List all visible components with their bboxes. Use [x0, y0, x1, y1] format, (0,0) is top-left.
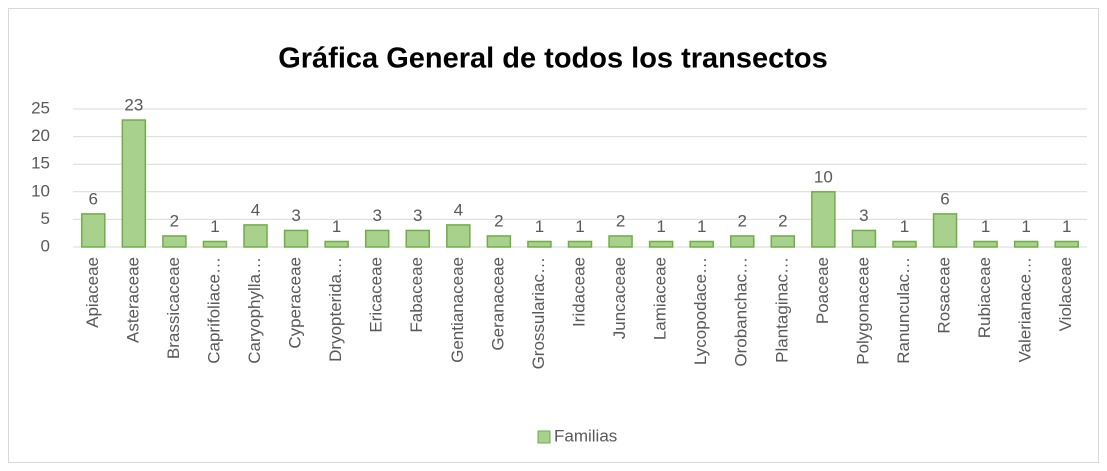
data-label: 3	[291, 206, 300, 225]
x-tick-label: Iridaceae	[569, 257, 588, 327]
bar	[446, 224, 471, 248]
chart-title: Gráfica General de todos los transectos	[278, 43, 828, 75]
data-label: 1	[981, 217, 990, 236]
x-tick-label: Rosaceae	[935, 257, 954, 334]
bar	[283, 229, 309, 248]
y-tick-label: 15	[31, 154, 50, 173]
x-tick-label: Asteraceae	[123, 257, 142, 343]
data-label: 4	[251, 200, 260, 219]
bar	[851, 229, 877, 248]
data-label: 2	[738, 211, 747, 230]
data-label: 1	[656, 217, 665, 236]
bar	[486, 235, 512, 248]
data-label: 2	[494, 211, 503, 230]
data-label: 1	[697, 217, 706, 236]
data-label: 1	[1062, 217, 1071, 236]
x-tick-label: Geranaceae	[488, 257, 507, 351]
x-tick-label: Rubiaceae	[975, 257, 994, 338]
bar	[364, 229, 390, 248]
x-tick-label: Lamiaceae	[651, 257, 670, 340]
data-label: 10	[814, 167, 833, 186]
bar	[811, 191, 836, 248]
bar	[162, 235, 187, 248]
data-label: 4	[454, 200, 463, 219]
data-label: 1	[332, 217, 341, 236]
bar	[81, 213, 106, 248]
bar	[892, 240, 917, 248]
bar	[1054, 240, 1079, 248]
x-tick-label: Polygonaceae	[853, 257, 872, 365]
x-tick-label: Grossulariac…	[529, 257, 548, 369]
x-tick-label: Brassicaceae	[164, 257, 183, 359]
data-label: 3	[859, 206, 868, 225]
bar	[729, 235, 755, 248]
bar	[202, 240, 228, 248]
legend-swatch	[537, 430, 551, 444]
data-label: 2	[170, 211, 179, 230]
bar	[527, 240, 552, 248]
data-label: 2	[616, 211, 625, 230]
bar	[243, 224, 268, 248]
x-tick-label: Fabaceae	[407, 257, 426, 333]
data-label: 1	[1021, 217, 1030, 236]
x-tick-label: Valerianace…	[1016, 257, 1035, 363]
x-tick-label: Caprifoliace…	[204, 257, 223, 364]
data-label: 3	[372, 206, 381, 225]
x-tick-label: Poaceae	[813, 257, 832, 324]
bar	[567, 240, 593, 248]
x-tick-label: Apiaceae	[83, 257, 102, 328]
x-tick-label: Caryophylla…	[245, 257, 264, 364]
data-label: 6	[940, 189, 949, 208]
x-tick-label: Dryopterida…	[326, 257, 345, 362]
chart-frame	[8, 8, 1099, 463]
bar	[648, 240, 674, 248]
bar	[689, 240, 714, 248]
x-tick-label: Ericaceae	[367, 257, 386, 333]
data-label: 23	[124, 96, 143, 115]
x-tick-label: Violaceae	[1056, 257, 1075, 331]
data-label: 3	[413, 206, 422, 225]
y-tick-label: 0	[41, 236, 50, 255]
data-label: 6	[89, 189, 98, 208]
legend-label: Familias	[554, 426, 617, 445]
data-label: 1	[210, 217, 219, 236]
y-tick-label: 25	[31, 98, 50, 117]
data-label: 1	[575, 217, 584, 236]
bar	[608, 235, 633, 248]
data-label: 2	[778, 211, 787, 230]
x-tick-label: Ranunculac…	[894, 257, 913, 364]
y-tick-label: 10	[31, 181, 50, 200]
data-label: 1	[900, 217, 909, 236]
x-tick-label: Gentianaceae	[448, 257, 467, 363]
x-tick-label: Lycopodace…	[691, 257, 710, 365]
bar	[405, 229, 431, 248]
bar	[1013, 240, 1039, 248]
x-tick-label: Juncaceae	[610, 257, 629, 339]
y-tick-label: 5	[41, 209, 50, 228]
data-label: 1	[535, 217, 544, 236]
bar	[973, 240, 998, 248]
y-tick-label: 20	[31, 126, 50, 145]
bar	[121, 119, 147, 248]
bar	[770, 235, 796, 248]
x-tick-label: Plantaginac…	[772, 257, 791, 363]
x-tick-label: Orobanchac…	[732, 257, 751, 367]
x-tick-label: Cyperaceae	[286, 257, 305, 349]
bar	[932, 213, 958, 248]
bar	[324, 240, 349, 248]
